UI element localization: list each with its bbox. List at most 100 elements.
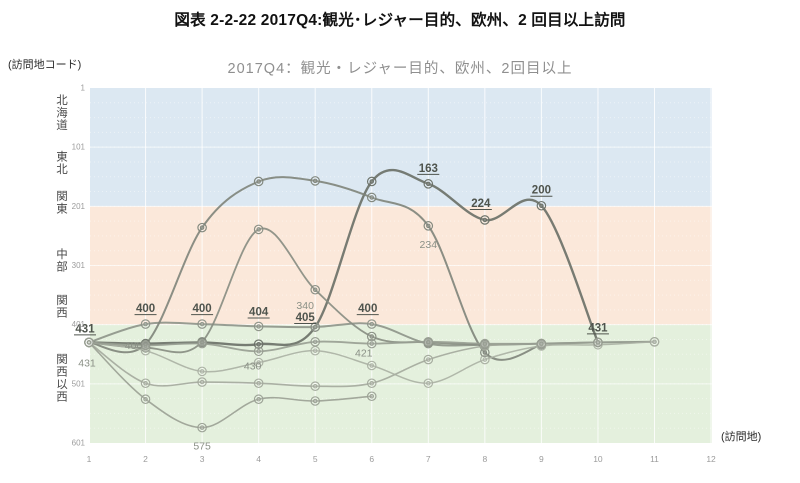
data-point-marker-inner <box>256 380 261 386</box>
data-point-marker <box>310 176 320 186</box>
data-point-marker-inner <box>256 341 261 347</box>
data-point-marker <box>253 176 264 187</box>
data-point-marker-inner <box>256 179 261 184</box>
y-tick-label: 101 <box>72 143 86 152</box>
y-region-label: 中部 <box>56 248 68 274</box>
data-point-marker <box>140 394 151 405</box>
x-tick-label: 6 <box>369 454 374 464</box>
data-point-marker-inner <box>199 379 205 385</box>
data-point-marker <box>366 338 377 349</box>
data-point-marker <box>253 357 264 368</box>
data-point-label: 400 <box>193 303 212 315</box>
data-point-marker <box>253 321 264 332</box>
data-point-marker-inner <box>143 343 148 348</box>
data-point-marker <box>310 345 320 356</box>
y-tick-label: 301 <box>72 261 86 270</box>
figure-title: 図表 2-2-22 2017Q4:観光･レジャー目的、欧州、2 回目以上訪問 <box>174 12 626 29</box>
series-line-early-riser-journey <box>88 176 543 361</box>
y-region-label: 関西以西 <box>56 353 68 404</box>
data-point-marker-inner <box>199 339 205 345</box>
data-point-marker-inner <box>369 179 374 184</box>
data-point-label: 200 <box>532 185 551 197</box>
data-point-marker-inner <box>256 360 261 365</box>
x-tick-label: 7 <box>426 454 431 464</box>
data-point-marker <box>140 319 151 329</box>
data-point-label: 404 <box>249 306 269 318</box>
data-point-marker-inner <box>312 348 318 353</box>
data-point-label: 400 <box>136 303 155 315</box>
data-point-label: 431 <box>588 322 608 334</box>
x-tick-label: 3 <box>200 454 205 464</box>
data-point-marker <box>197 319 207 329</box>
x-tick-label: 12 <box>706 454 716 464</box>
data-point-marker-inner <box>482 350 488 355</box>
data-point-marker <box>197 222 207 233</box>
data-point-marker <box>197 338 207 349</box>
y-region-label: 関西 <box>56 294 68 320</box>
data-point-label: 575 <box>193 441 211 453</box>
data-point-marker <box>140 378 151 389</box>
x-tick-label: 10 <box>593 454 603 464</box>
chart-title: 2017Q4：観光・レジャー目的、欧州、2回目以上 <box>227 61 573 77</box>
data-point-marker-inner <box>312 324 318 330</box>
x-tick-label: 2 <box>143 454 148 464</box>
data-point-marker <box>197 366 207 377</box>
data-point-marker <box>366 192 377 203</box>
data-point-marker <box>253 339 264 349</box>
data-point-marker <box>310 396 320 406</box>
data-point-marker <box>423 337 434 347</box>
data-point-marker-inner <box>256 349 261 354</box>
data-point-marker <box>366 319 377 329</box>
y-axis-unit-label: (訪問地コード) <box>8 59 82 71</box>
data-point-marker-inner <box>199 225 205 230</box>
data-point-marker <box>366 360 377 371</box>
series-line-flat-430-journey <box>88 340 599 353</box>
data-point-marker-inner <box>369 363 374 368</box>
series-line-wandering-journey <box>88 341 656 384</box>
data-point-marker-inner <box>369 195 374 200</box>
data-point-marker <box>649 337 660 347</box>
data-point-marker <box>423 354 434 365</box>
data-point-marker <box>140 340 151 351</box>
data-point-marker <box>84 337 94 348</box>
data-point-marker <box>423 378 434 389</box>
data-point-marker <box>253 346 264 357</box>
data-point-marker-inner <box>369 380 374 386</box>
data-point-marker-inner <box>312 287 318 293</box>
data-point-marker-inner <box>256 396 261 402</box>
y-tick-label: 1 <box>81 84 86 93</box>
data-point-marker <box>423 221 434 231</box>
data-point-marker-inner <box>199 321 205 327</box>
data-point-marker <box>366 331 377 342</box>
x-tick-label: 11 <box>650 454 659 464</box>
data-point-marker-inner <box>539 341 544 346</box>
data-point-marker <box>310 337 320 347</box>
data-point-marker <box>423 179 434 189</box>
data-point-marker-inner <box>426 181 431 187</box>
data-point-marker <box>366 176 377 187</box>
data-point-label: 400 <box>125 340 143 352</box>
data-point-marker-inner <box>595 340 601 345</box>
data-point-label: 340 <box>296 300 314 312</box>
data-point-marker <box>366 391 377 402</box>
data-point-marker-inner <box>312 339 318 345</box>
data-point-marker-inner <box>482 341 488 346</box>
data-point-marker <box>197 422 207 433</box>
y-region-label: 関東 <box>56 190 68 216</box>
data-point-marker <box>253 224 264 235</box>
data-point-marker-inner <box>312 398 318 404</box>
data-point-marker-inner <box>482 357 488 362</box>
data-point-label: 431 <box>75 323 95 335</box>
data-point-marker <box>480 338 490 349</box>
series-line-low-500-journey <box>88 341 543 388</box>
data-point-marker-inner <box>86 340 92 345</box>
data-point-marker-inner <box>369 394 374 399</box>
data-point-marker <box>310 381 320 391</box>
data-point-marker <box>593 337 603 348</box>
x-tick-label: 5 <box>313 454 318 464</box>
data-point-marker-inner <box>312 178 318 184</box>
data-point-marker-inner <box>369 341 374 346</box>
y-tick-label: 201 <box>72 202 86 211</box>
